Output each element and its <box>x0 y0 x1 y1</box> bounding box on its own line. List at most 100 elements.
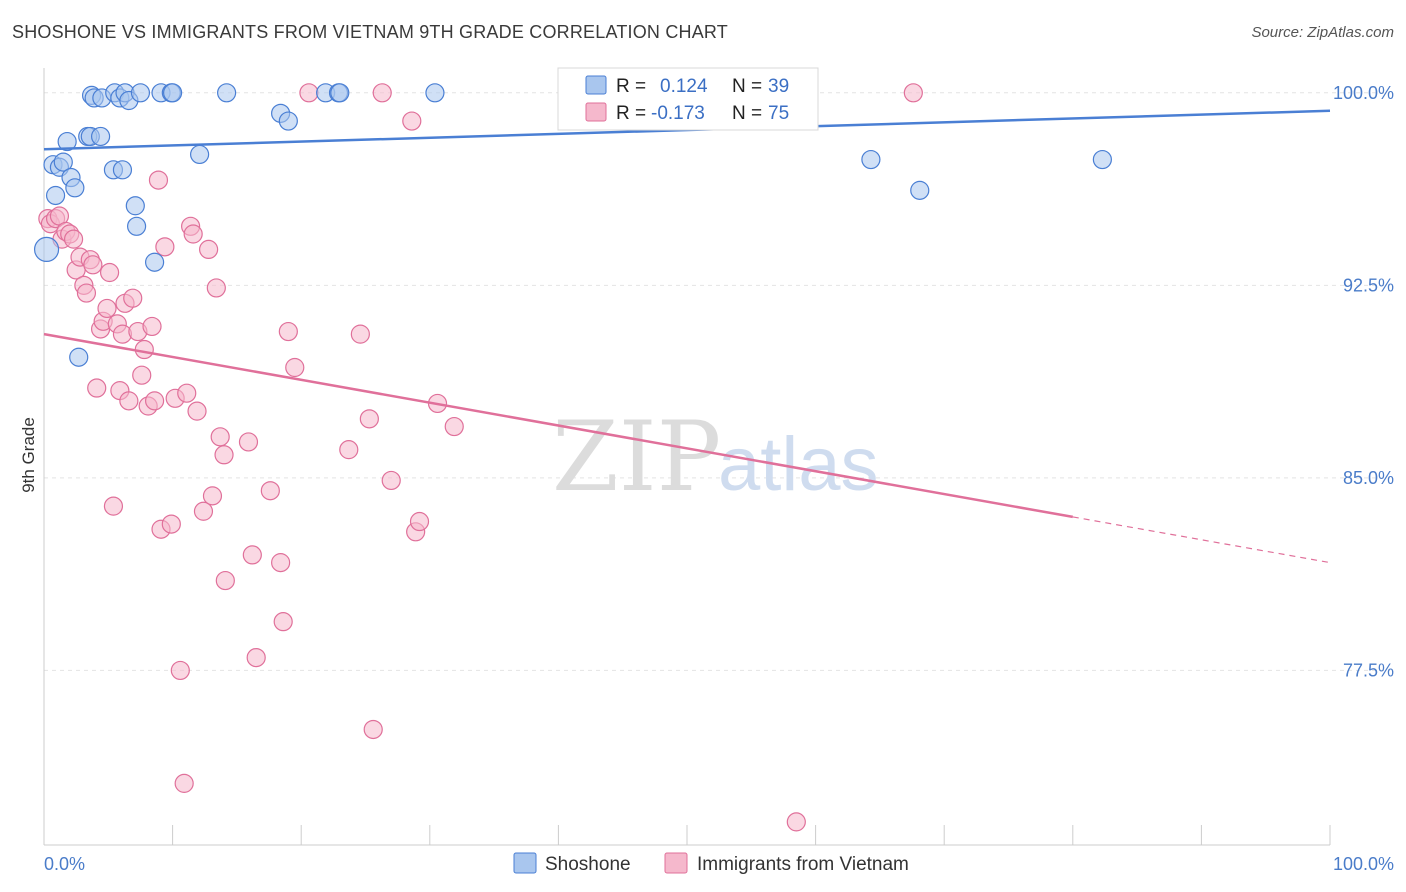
vietnam-point <box>402 111 422 131</box>
stats-r-value-shoshone: 0.124 <box>660 76 708 97</box>
source-label: Source: ZipAtlas.com <box>1251 24 1394 41</box>
shoshone-point <box>163 83 183 103</box>
shoshone-point <box>45 185 66 206</box>
vietnam-point <box>132 365 152 385</box>
stats-r-label-shoshone: R = <box>616 76 646 97</box>
legend-label-shoshone: Shoshone <box>545 854 631 875</box>
vietnam-point <box>148 170 169 190</box>
shoshone-point <box>90 126 111 147</box>
y-tick-label: 77.5% <box>1343 660 1394 680</box>
vietnam-point <box>99 262 120 283</box>
vietnam-point <box>444 416 464 437</box>
vietnam-point <box>285 357 305 378</box>
vietnam-point <box>144 391 165 411</box>
shoshone-point <box>126 216 147 236</box>
vietnam-point <box>206 278 226 298</box>
shoshone-point <box>910 180 930 200</box>
vietnam-point <box>409 511 430 532</box>
gridlines <box>44 92 1390 671</box>
stats-r-value-vietnam: -0.173 <box>651 103 705 124</box>
vietnam-point <box>238 432 259 452</box>
axes <box>43 68 1331 846</box>
trend-line-vietnam <box>43 332 1074 519</box>
vietnam-point <box>134 339 154 360</box>
vietnam-point <box>202 486 223 506</box>
vietnam-point <box>350 324 370 344</box>
stats-swatch-vietnam <box>585 102 607 122</box>
stats-r-label-vietnam: R = <box>616 103 646 124</box>
shoshone-point <box>278 111 298 131</box>
legend-swatch-vietnam <box>664 852 688 874</box>
y-tick-label: 92.5% <box>1343 275 1394 295</box>
shoshone-point <box>125 196 145 216</box>
vietnam-point <box>123 288 143 308</box>
vietnam-point <box>246 647 266 668</box>
stats-legend: R = 0.124 N = 39 R = -0.173 N = 75 <box>557 67 819 131</box>
shoshone-point <box>130 83 151 103</box>
legend-swatch-shoshone <box>513 852 537 874</box>
stats-n-label-shoshone: N = <box>732 76 762 97</box>
vietnam-point <box>199 239 219 260</box>
watermark-atlas: atlas <box>718 422 879 507</box>
stats-n-label-vietnam: N = <box>732 103 762 124</box>
vietnam-point <box>155 237 175 257</box>
y-tick-label: 100.0% <box>1333 83 1394 103</box>
vietnam-point <box>210 427 230 447</box>
vietnam-point <box>372 83 392 103</box>
vietnam-point <box>242 545 262 565</box>
shoshone-point <box>1092 149 1112 170</box>
vietnam-point <box>97 298 117 319</box>
vietnam-point <box>142 316 162 337</box>
vietnam-point <box>193 501 214 521</box>
trend-line-vietnam-extrapolated <box>1072 516 1331 564</box>
watermark-zip: ZIP <box>552 401 721 513</box>
shoshone-point <box>112 160 133 180</box>
shoshone-point <box>53 152 73 172</box>
shoshone-point <box>425 83 445 103</box>
shoshone-point <box>330 83 350 103</box>
vietnam-point <box>381 470 401 491</box>
vietnam-point <box>161 514 181 534</box>
x-tick-label-min: 0.0% <box>44 854 85 874</box>
vietnam-point <box>359 409 379 429</box>
series-shoshone-points <box>33 83 1112 367</box>
vietnam-point <box>177 383 197 403</box>
vietnam-point <box>786 812 806 832</box>
vietnam-point <box>63 229 84 249</box>
y-axis-label: 9th Grade <box>19 417 38 493</box>
shoshone-point <box>217 83 237 103</box>
vietnam-point <box>187 401 207 421</box>
vietnam-point <box>76 283 97 303</box>
stats-n-value-shoshone: 39 <box>768 76 789 97</box>
legend-label-vietnam: Immigrants from Vietnam <box>697 854 909 875</box>
chart-title: SHOSHONE VS IMMIGRANTS FROM VIETNAM 9TH … <box>12 22 728 42</box>
shoshone-point <box>65 178 85 198</box>
vietnam-point <box>903 83 923 103</box>
stats-swatch-shoshone <box>585 75 607 95</box>
vietnam-point <box>119 391 139 411</box>
y-tick-label: 85.0% <box>1343 468 1394 488</box>
vietnam-point <box>339 440 359 460</box>
y-tick-labels: 100.0% 92.5% 85.0% 77.5% <box>1333 83 1394 681</box>
vietnam-point <box>273 612 293 632</box>
watermark: ZIP atlas <box>552 401 879 513</box>
stats-n-value-vietnam: 75 <box>768 103 789 124</box>
shoshone-point <box>144 252 165 272</box>
vietnam-point <box>299 83 319 103</box>
shoshone-point <box>69 347 89 367</box>
shoshone-point <box>57 131 77 152</box>
vietnam-point <box>83 255 103 275</box>
shoshone-point <box>190 144 210 165</box>
vietnam-point <box>170 660 190 681</box>
shoshone-point <box>861 149 881 170</box>
vietnam-point <box>260 481 280 501</box>
vietnam-point <box>215 570 235 591</box>
vietnam-point <box>363 719 383 740</box>
vietnam-point <box>174 773 194 793</box>
vietnam-point <box>103 496 124 516</box>
x-tick-label-max: 100.0% <box>1333 854 1394 874</box>
vietnam-point <box>183 224 203 244</box>
vietnam-point <box>214 445 234 465</box>
shoshone-point <box>33 236 60 263</box>
